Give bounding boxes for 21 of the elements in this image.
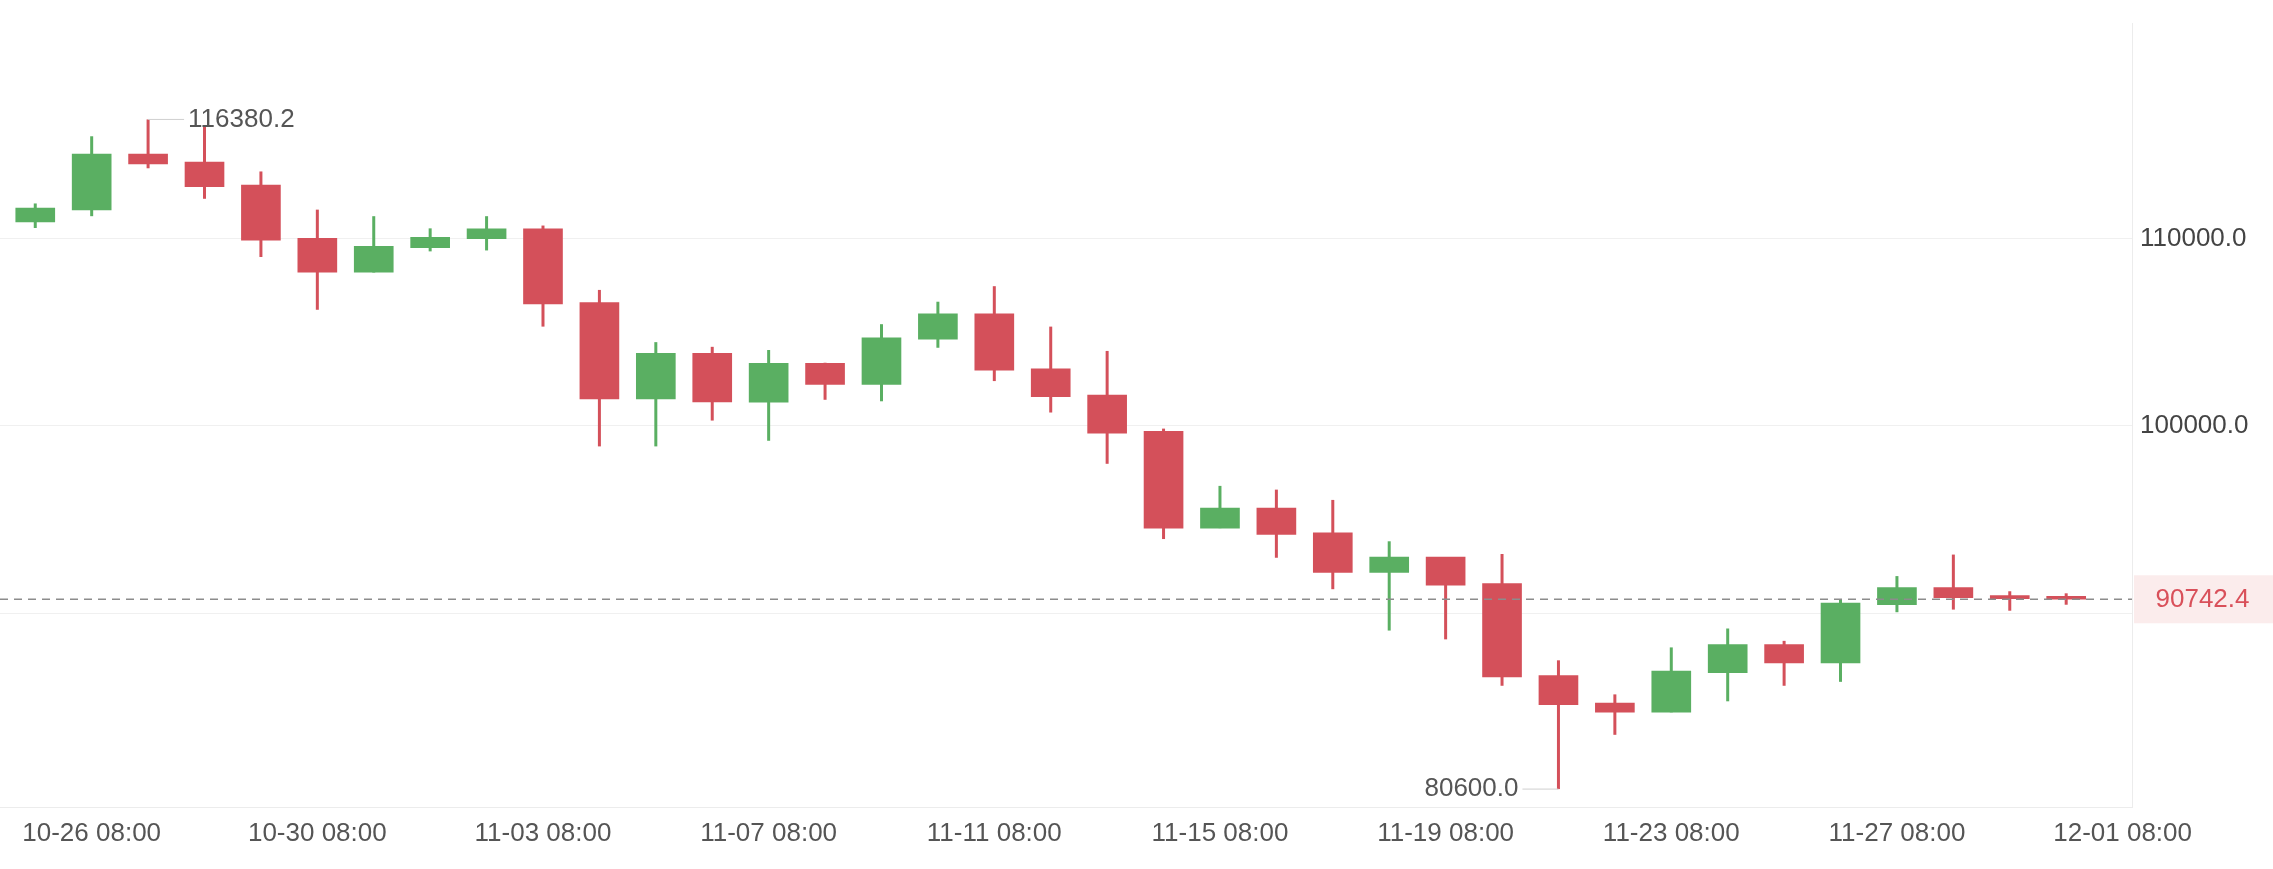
y-tick-label: 110000.0 — [2140, 222, 2247, 253]
x-tick-label: 10-26 08:00 — [22, 816, 162, 847]
x-tick-label: 11-07 08:00 — [700, 816, 838, 847]
x-tick-label: 10-30 08:00 — [247, 816, 387, 847]
x-tick-label: 12-01 08:00 — [2053, 816, 2192, 847]
x-tick-label: 11-23 08:00 — [1602, 816, 1740, 847]
ref-line-label: 90742.4 — [2155, 583, 2250, 614]
candlestick — [1369, 541, 1410, 631]
y-tick-label: 100000.0 — [2140, 409, 2249, 440]
candlestick — [466, 216, 507, 251]
candlestick — [128, 119, 168, 169]
candlestick — [1989, 591, 2030, 611]
x-tick-label: 11-11 08:00 — [926, 816, 1062, 847]
candlestick — [1933, 554, 1974, 610]
x-tick-label: 11-03 08:00 — [474, 816, 612, 847]
candlestick — [1595, 694, 1635, 735]
x-tick-label: 11-19 08:00 — [1377, 816, 1515, 847]
x-tick-label: 11-15 08:00 — [1151, 816, 1289, 847]
x-tick-label: 11-27 08:00 — [1828, 816, 1966, 847]
annotation: 80600.0 — [1424, 772, 1519, 803]
annotation: 116380.2 — [188, 102, 295, 133]
